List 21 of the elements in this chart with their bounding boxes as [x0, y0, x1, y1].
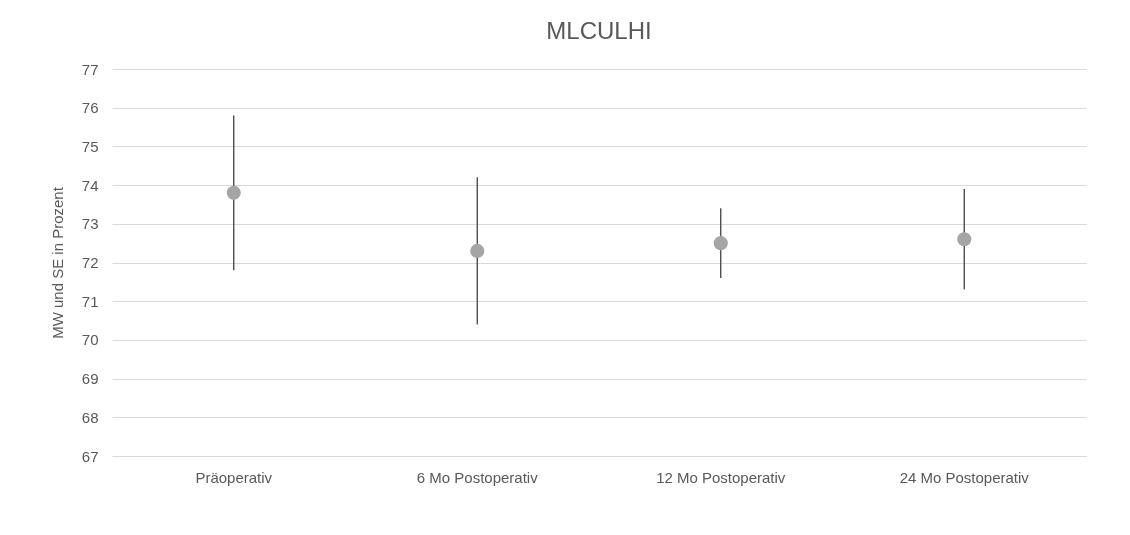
y-tick-label: 73 [81, 215, 99, 233]
point [957, 232, 972, 247]
point [470, 243, 485, 258]
y-axis-title: MW und SE in Prozent [48, 186, 66, 339]
point [226, 185, 241, 200]
y-tick-label: 68 [81, 408, 99, 426]
x-tick-label: 6 Mo Postoperativ [416, 468, 539, 486]
chart-title: MLCULHI [546, 17, 652, 44]
y-tick-label: 70 [81, 331, 99, 349]
y-tick-label: 71 [81, 292, 99, 310]
y-tick-label: 72 [81, 254, 99, 271]
y-tick-label: 69 [81, 370, 99, 388]
x-tick-label: Präoperativ [195, 468, 273, 486]
y-tick-label: 77 [81, 60, 99, 78]
y-tick-label: 67 [81, 447, 99, 465]
y-tick-label: 74 [81, 176, 99, 194]
x-tick-label: 24 Mo Postoperativ [899, 468, 1030, 486]
point [713, 236, 728, 251]
y-tick-label: 76 [81, 99, 99, 117]
x-tick-label: 12 Mo Postoperativ [656, 468, 786, 486]
y-tick-label: 75 [81, 137, 99, 155]
